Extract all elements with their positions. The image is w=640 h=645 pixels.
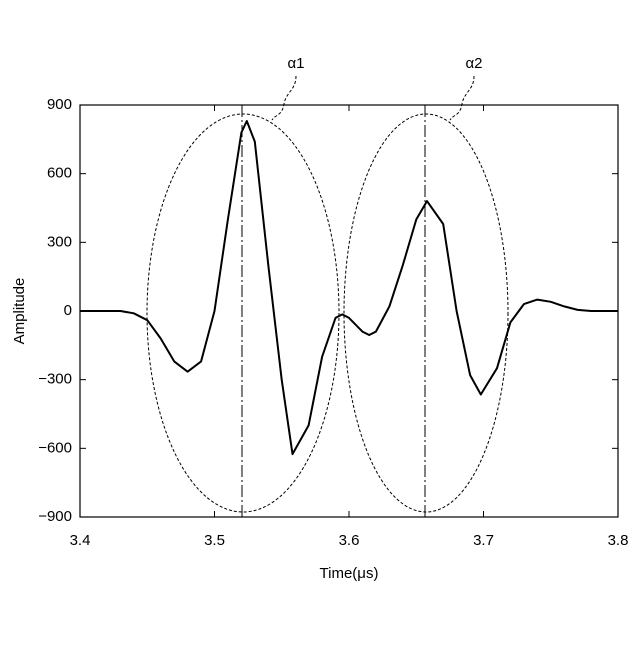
- series-line: [80, 121, 618, 454]
- y-tick-label: 600: [47, 165, 72, 182]
- y-axis-label: Amplitude: [11, 278, 28, 345]
- ellipse: [147, 114, 339, 512]
- y-tick-label: 0: [64, 302, 72, 319]
- chart: α1 α2 Time(μs) Amplitude −900 −600 −300 0 30…: [0, 0, 640, 640]
- x-tick-label: 3.6: [339, 532, 360, 549]
- x-axis-label: Time(μs): [320, 565, 379, 582]
- y-tick-label: 300: [47, 233, 72, 250]
- plot-frame: [80, 105, 618, 517]
- x-tick-label: 3.8: [608, 532, 629, 549]
- y-tick-label: 900: [47, 96, 72, 113]
- y-tick-label: −600: [38, 439, 72, 456]
- y-tick-label: −900: [38, 508, 72, 525]
- ellipse: [344, 114, 508, 512]
- annotation: α1: [287, 55, 304, 72]
- x-tick-label: 3.4: [70, 532, 91, 549]
- leader: [272, 76, 296, 120]
- x-tick-label: 3.5: [204, 532, 225, 549]
- leader: [450, 76, 474, 120]
- annotation: α2: [465, 55, 482, 72]
- y-tick-label: −300: [38, 371, 72, 388]
- x-tick-label: 3.7: [473, 532, 494, 549]
